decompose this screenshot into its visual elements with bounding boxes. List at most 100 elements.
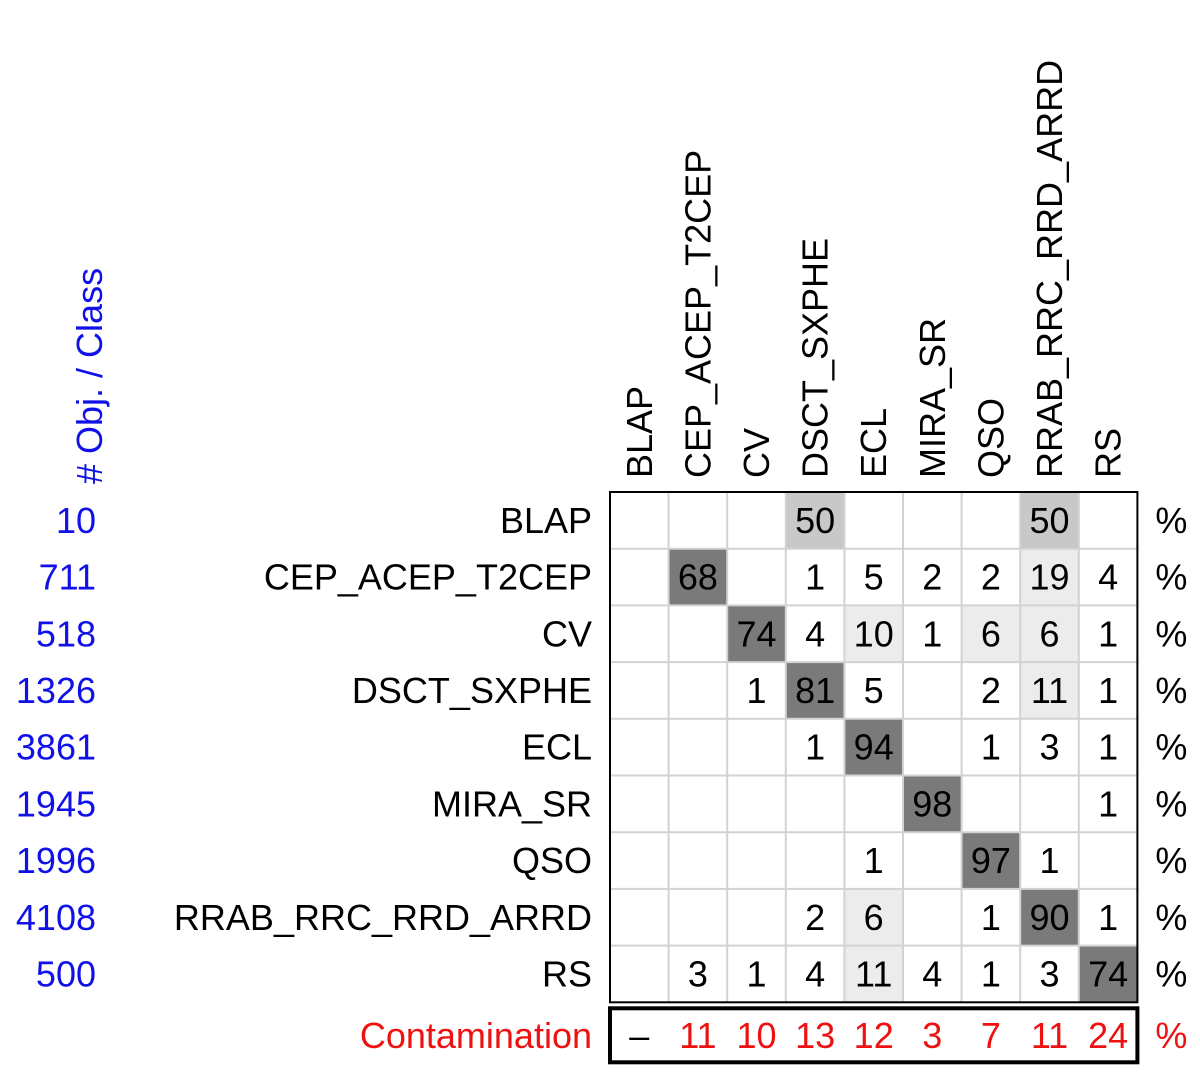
object-count: 4108 xyxy=(16,897,96,938)
object-count: 518 xyxy=(36,613,96,654)
cell-shade xyxy=(844,945,903,1003)
cell-value: 1 xyxy=(805,557,825,598)
object-count: 1996 xyxy=(16,840,96,881)
cell-value: 1 xyxy=(922,613,942,654)
cell-value: 5 xyxy=(864,670,884,711)
cell-value: 2 xyxy=(805,897,825,938)
cell-value: 1 xyxy=(864,840,884,881)
cell-value: 74 xyxy=(736,613,776,654)
column-label: RRAB_RRC_RRD_ARRD xyxy=(1029,60,1070,478)
cell-shade xyxy=(785,492,845,549)
matrix-cells xyxy=(668,492,1138,1003)
cell-value: 1 xyxy=(1098,670,1118,711)
cell-value: 1 xyxy=(981,897,1001,938)
row-label: MIRA_SR xyxy=(432,783,592,824)
row-label: CEP_ACEP_T2CEP xyxy=(264,557,592,598)
percent-unit: % xyxy=(1155,613,1187,654)
row-label: RS xyxy=(542,953,592,994)
cell-value: 4 xyxy=(922,953,942,994)
cell-value: 6 xyxy=(1039,613,1059,654)
cell-value: 50 xyxy=(1029,500,1069,541)
cell-value: 90 xyxy=(1029,897,1069,938)
cell-value: 97 xyxy=(971,840,1011,881)
contamination-value: 10 xyxy=(736,1015,776,1056)
column-label: BLAP xyxy=(619,386,660,478)
cell-value: 1 xyxy=(1098,613,1118,654)
contamination-value: 11 xyxy=(679,1015,716,1056)
matrix-border xyxy=(609,491,1139,1004)
percent-unit: % xyxy=(1155,840,1187,881)
cell-value: 4 xyxy=(1098,557,1118,598)
column-label: RS xyxy=(1088,428,1129,478)
cell-shade xyxy=(785,662,845,719)
row-label: ECL xyxy=(522,727,592,768)
cell-value: 68 xyxy=(678,557,718,598)
row-label: RRAB_RRC_RRD_ARRD xyxy=(174,897,592,938)
cell-value: 3 xyxy=(1039,727,1059,768)
cell-value: 98 xyxy=(912,783,952,824)
contamination-row: Contamination –11 10 13 12 3 7 11 24% xyxy=(360,1006,1187,1065)
row-label: CV xyxy=(542,613,592,654)
percent-unit: % xyxy=(1155,783,1187,824)
cell-value: 5 xyxy=(864,557,884,598)
column-label: DSCT_SXPHE xyxy=(795,238,836,478)
cell-shade xyxy=(668,548,728,606)
object-count: 500 xyxy=(36,953,96,994)
row-label: DSCT_SXPHE xyxy=(352,670,592,711)
cell-value: 1 xyxy=(805,727,825,768)
cell-value: 19 xyxy=(1029,557,1069,598)
cell-value: 2 xyxy=(981,557,1001,598)
row-label: BLAP xyxy=(500,500,592,541)
contamination-value: 11 xyxy=(1031,1015,1068,1056)
percent-unit: % xyxy=(1155,500,1187,541)
column-labels: BLAP CEP_ACEP_T2CEP CV DSCT_SXPHE ECL MIRA_SR… xyxy=(619,60,1129,478)
cell-value: 11 xyxy=(1031,670,1068,711)
percent-units: %%%%%%%%% xyxy=(1155,500,1187,995)
cell-value: 1 xyxy=(1098,897,1118,938)
matrix-grid xyxy=(609,491,1139,1004)
column-label: QSO xyxy=(970,398,1011,478)
column-label: CEP_ACEP_T2CEP xyxy=(677,150,718,478)
cell-shade xyxy=(961,605,1021,663)
percent-unit: % xyxy=(1155,897,1187,938)
cell-value: 1 xyxy=(981,953,1001,994)
contamination-unit: % xyxy=(1155,1015,1187,1056)
object-count: 1326 xyxy=(16,670,96,711)
cell-value: 1 xyxy=(1098,783,1118,824)
contamination-value: 7 xyxy=(981,1015,1001,1056)
cell-value: 3 xyxy=(1039,953,1059,994)
cell-value: 11 xyxy=(855,953,892,994)
cell-value: 4 xyxy=(805,613,825,654)
column-label: ECL xyxy=(853,408,894,478)
cell-value: 6 xyxy=(864,897,884,938)
cell-value: 3 xyxy=(688,953,708,994)
cell-shade xyxy=(844,888,903,946)
contamination-value: 24 xyxy=(1088,1015,1128,1056)
object-count: 1945 xyxy=(16,783,96,824)
contamination-value: 12 xyxy=(854,1015,894,1056)
cell-shade xyxy=(727,605,786,663)
cell-value: 1 xyxy=(746,670,766,711)
cell-shade xyxy=(903,775,962,833)
row-label: QSO xyxy=(512,840,592,881)
percent-unit: % xyxy=(1155,727,1187,768)
cell-value: 4 xyxy=(805,953,825,994)
object-count: 711 xyxy=(39,557,96,598)
contamination-box xyxy=(608,1006,1140,1065)
cell-value: 1 xyxy=(746,953,766,994)
cell-value: 74 xyxy=(1088,953,1128,994)
cell-shade xyxy=(961,832,1021,889)
cell-shade xyxy=(844,718,903,776)
cell-value: 50 xyxy=(795,500,835,541)
column-label: MIRA_SR xyxy=(912,318,953,478)
cell-shade xyxy=(1020,605,1079,663)
cell-value: 6 xyxy=(981,613,1001,654)
cell-value: 81 xyxy=(795,670,835,711)
contamination-label: Contamination xyxy=(360,1015,592,1056)
cell-shade xyxy=(1020,662,1079,719)
percent-unit: % xyxy=(1155,953,1187,994)
cell-shade xyxy=(1078,945,1138,1003)
cell-value: 2 xyxy=(981,670,1001,711)
cell-value: 1 xyxy=(1039,840,1059,881)
